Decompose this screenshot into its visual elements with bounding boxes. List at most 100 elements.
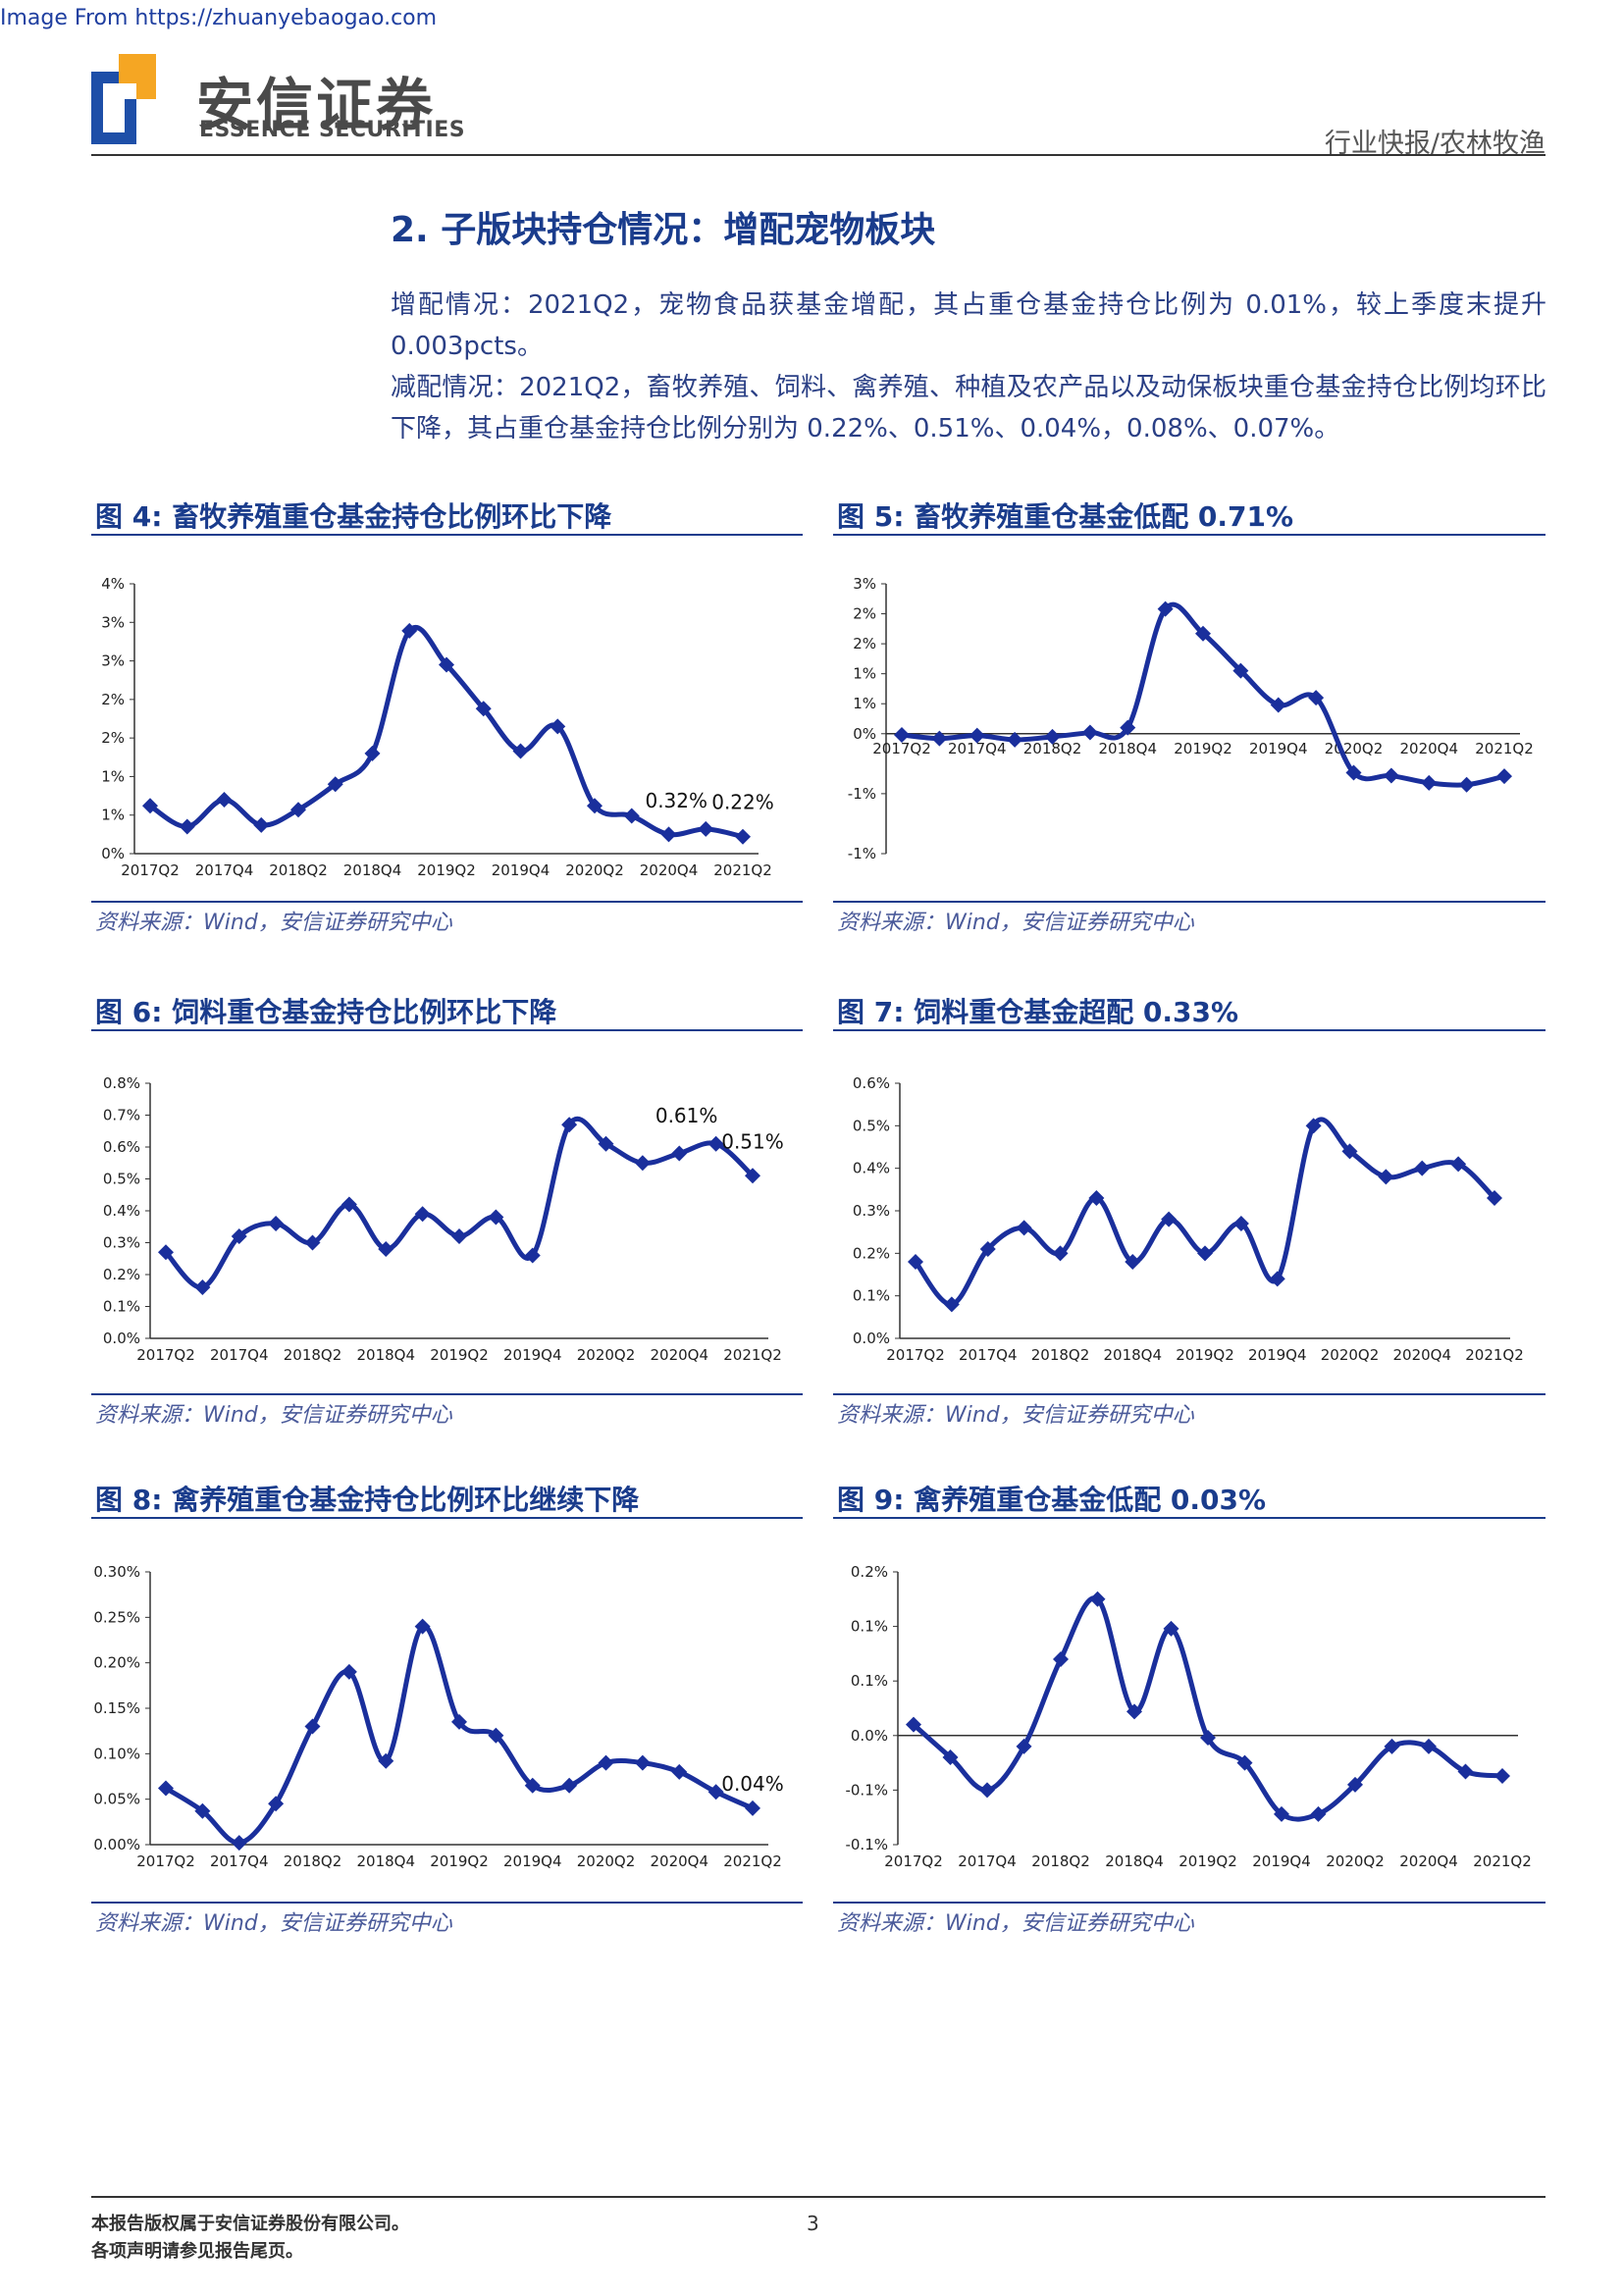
y-tick-label: 0.1%	[851, 1672, 888, 1690]
y-tick-label: 0.8%	[103, 1074, 140, 1092]
x-tick-label: 2017Q4	[958, 1852, 1017, 1870]
report-category: 行业快报/农林牧渔	[1324, 129, 1545, 159]
x-tick-label: 2019Q4	[1252, 1852, 1311, 1870]
figure-6-source: 资料来源：Wind，安信证券研究中心	[95, 1403, 452, 1428]
data-point-marker	[488, 1727, 504, 1744]
x-tick-label: 2019Q2	[1176, 1346, 1234, 1364]
data-point-marker	[488, 1209, 504, 1226]
data-point-marker	[707, 1135, 724, 1152]
data-point-marker	[1414, 1160, 1431, 1176]
data-point-marker	[1157, 600, 1174, 617]
x-tick-label: 2021Q2	[723, 1346, 782, 1364]
data-point-marker	[735, 828, 751, 845]
data-point-marker	[1125, 1254, 1141, 1270]
y-tick-label: 3%	[853, 575, 876, 593]
x-tick-label: 2019Q2	[430, 1852, 489, 1870]
data-point-marker	[524, 1247, 541, 1264]
data-point-marker	[158, 1244, 174, 1261]
y-tick-label: 0.00%	[93, 1836, 140, 1853]
source-banner[interactable]: Image From https://zhuanyebaogao.com	[0, 6, 438, 30]
x-tick-label: 2020Q2	[577, 1346, 636, 1364]
figure-7-bottom-rule	[833, 1393, 1545, 1395]
data-point-marker	[194, 1279, 211, 1295]
figure-9-bottom-rule	[833, 1902, 1545, 1904]
y-tick-label: 0.1%	[851, 1618, 888, 1636]
figure-9-label: 图 9:	[837, 1484, 905, 1516]
data-point-marker	[1007, 731, 1023, 748]
figure-8-source: 资料来源：Wind，安信证券研究中心	[95, 1911, 452, 1936]
figure-8-label: 图 8:	[95, 1484, 163, 1516]
y-tick-label: 2%	[853, 605, 876, 623]
x-tick-label: 2021Q2	[713, 861, 772, 879]
y-tick-label: 0.10%	[93, 1745, 140, 1762]
data-point-marker	[745, 1168, 760, 1184]
x-tick-label: 2019Q2	[1174, 740, 1232, 757]
y-tick-label: 2%	[853, 635, 876, 652]
company-logo-icon	[91, 54, 156, 144]
data-point-marker	[1089, 1591, 1106, 1607]
y-tick-label: 0.5%	[853, 1117, 890, 1134]
data-point-marker	[1494, 1767, 1510, 1784]
data-point-marker	[634, 1754, 651, 1771]
x-tick-label: 2018Q4	[343, 861, 402, 879]
data-point-marker	[1487, 1190, 1502, 1206]
data-point-marker	[512, 743, 529, 759]
data-point-marker	[1421, 774, 1438, 791]
data-point-marker	[1053, 1650, 1069, 1667]
data-point-marker	[414, 1206, 431, 1223]
x-tick-label: 2020Q4	[1399, 740, 1458, 757]
data-point-marker	[414, 1618, 431, 1635]
data-point-marker	[364, 745, 381, 761]
figure-6-top-rule	[91, 1029, 803, 1031]
data-point-marker	[1081, 724, 1098, 741]
x-tick-label: 2018Q2	[269, 861, 328, 879]
x-tick-label: 2019Q4	[1249, 740, 1308, 757]
x-tick-label: 2019Q4	[1248, 1346, 1307, 1364]
x-tick-label: 2017Q2	[884, 1852, 943, 1870]
data-point-marker	[745, 1800, 760, 1816]
data-point-marker	[1383, 767, 1399, 784]
y-tick-label: 0.6%	[103, 1138, 140, 1156]
data-point-marker	[979, 1782, 995, 1799]
data-point-marker	[698, 820, 714, 837]
data-point-marker	[561, 1117, 578, 1133]
x-tick-label: 2018Q2	[1031, 1852, 1090, 1870]
section-title: 2. 子版块持仓情况：增配宠物板块	[391, 210, 936, 250]
data-point-marker	[561, 1777, 578, 1794]
data-point-marker	[253, 816, 270, 833]
figure-8-bottom-rule	[91, 1902, 803, 1904]
paragraph-decrease: 减配情况：2021Q2，畜牧养殖、饲料、禽养殖、种植及农产品以及动保板块重仓基金…	[391, 373, 1546, 444]
x-tick-label: 2017Q4	[210, 1346, 269, 1364]
data-point-marker	[1232, 662, 1249, 679]
data-point-marker	[1269, 1271, 1285, 1287]
figure-9-title: 图 9: 禽养殖重仓基金低配 0.03%	[837, 1479, 1266, 1518]
x-tick-label: 2019Q2	[417, 861, 476, 879]
data-point-marker	[1496, 768, 1512, 785]
data-point-marker	[451, 1713, 467, 1730]
data-point-marker	[451, 1228, 467, 1244]
x-tick-label: 2020Q4	[640, 861, 699, 879]
series-line	[913, 1117, 1496, 1307]
figure-7-source: 资料来源：Wind，安信证券研究中心	[837, 1403, 1194, 1428]
figure-6-caption: 饲料重仓基金持仓比例环比下降	[172, 996, 557, 1028]
figure-9-caption: 禽养殖重仓基金低配 0.03%	[914, 1484, 1267, 1516]
data-point-marker	[1236, 1754, 1253, 1771]
data-point-marker	[1341, 1143, 1358, 1160]
data-point-marker	[707, 1784, 724, 1800]
y-tick-label: 1%	[101, 807, 125, 824]
y-tick-label: 1%	[101, 767, 125, 785]
figure-7-chart: 0.0% 0.1% 0.2% 0.3% 0.4% 0.5% 0.6% 2017Q2 2017Q4…	[853, 1074, 1524, 1364]
y-tick-label: 0.0%	[853, 1330, 890, 1347]
figure-5-caption: 畜牧养殖重仓基金低配 0.71%	[914, 500, 1294, 533]
data-point-marker	[587, 798, 602, 814]
x-tick-label: 2017Q4	[959, 1346, 1018, 1364]
y-tick-label: 3%	[101, 652, 125, 670]
y-tick-label: 0.4%	[853, 1160, 890, 1177]
data-point-marker	[290, 802, 306, 818]
data-point-marker	[660, 826, 677, 843]
footer-disclaimer: 各项声明请参见报告尾页。	[91, 2241, 303, 2262]
data-point-marker	[969, 727, 985, 744]
x-tick-label: 2018Q4	[356, 1346, 415, 1364]
data-point-marker	[341, 1196, 357, 1213]
paragraph-increase: 增配情况：2021Q2，宠物食品获基金增配，其占重仓基金持仓比例为 0.01%，…	[391, 290, 1546, 361]
